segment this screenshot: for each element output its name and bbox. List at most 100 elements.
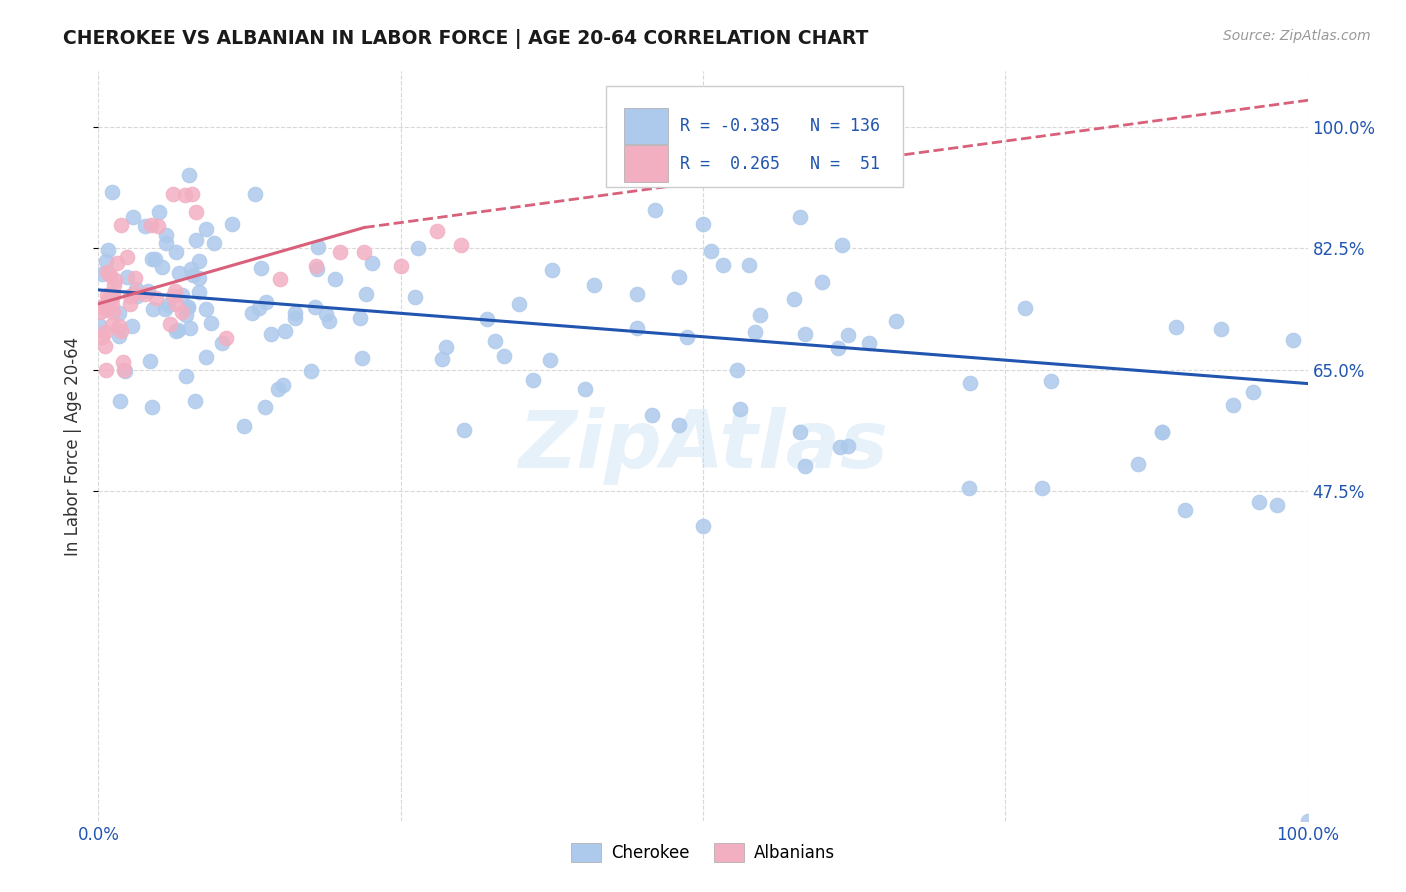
Point bbox=[540, 262, 562, 277]
Point bbox=[139, 219, 162, 233]
Point bbox=[492, 349, 515, 363]
Point bbox=[361, 256, 384, 270]
Point bbox=[114, 364, 136, 378]
FancyBboxPatch shape bbox=[606, 87, 903, 187]
Point bbox=[94, 302, 117, 317]
Point bbox=[141, 400, 163, 414]
Point bbox=[676, 330, 699, 344]
Point bbox=[134, 287, 156, 301]
Point bbox=[626, 287, 648, 301]
Point bbox=[165, 284, 187, 298]
Point bbox=[143, 252, 166, 266]
Point bbox=[329, 244, 352, 259]
Point bbox=[837, 328, 859, 343]
Point bbox=[97, 293, 120, 307]
Point bbox=[101, 318, 124, 332]
Point bbox=[112, 362, 135, 376]
Point bbox=[1209, 322, 1232, 336]
Point bbox=[484, 334, 506, 348]
Point bbox=[959, 376, 981, 390]
Point bbox=[87, 318, 110, 332]
Point bbox=[142, 302, 165, 317]
Point bbox=[101, 298, 124, 312]
Point bbox=[188, 271, 211, 285]
Point bbox=[194, 302, 217, 317]
FancyBboxPatch shape bbox=[624, 145, 668, 182]
Point bbox=[108, 328, 131, 343]
Point bbox=[148, 219, 170, 234]
Point bbox=[794, 327, 817, 342]
Point bbox=[91, 299, 114, 313]
Point bbox=[179, 320, 201, 334]
Point bbox=[121, 319, 143, 334]
Point bbox=[668, 418, 690, 433]
Point bbox=[176, 300, 198, 314]
Point bbox=[108, 306, 131, 320]
Point bbox=[90, 330, 112, 344]
Point bbox=[122, 210, 145, 224]
Point bbox=[744, 325, 766, 339]
Point bbox=[1039, 375, 1062, 389]
Point bbox=[748, 308, 770, 322]
Point bbox=[886, 314, 908, 328]
Point bbox=[174, 309, 197, 323]
Point bbox=[641, 409, 664, 423]
Point bbox=[94, 325, 117, 339]
Point bbox=[96, 254, 118, 268]
Point bbox=[200, 317, 222, 331]
Point bbox=[110, 324, 132, 338]
Point bbox=[170, 305, 193, 319]
Point bbox=[284, 305, 307, 319]
Point bbox=[1152, 425, 1174, 439]
Point bbox=[811, 275, 834, 289]
Point bbox=[389, 259, 412, 273]
Point bbox=[174, 368, 197, 383]
Point bbox=[148, 205, 170, 219]
Point bbox=[304, 301, 326, 315]
Point bbox=[118, 289, 141, 303]
FancyBboxPatch shape bbox=[624, 108, 668, 145]
Point bbox=[269, 272, 291, 286]
Point bbox=[858, 335, 880, 350]
Point bbox=[1281, 333, 1303, 347]
Point bbox=[184, 394, 207, 409]
Point bbox=[103, 273, 125, 287]
Point bbox=[97, 244, 120, 258]
Point bbox=[162, 187, 184, 202]
Point bbox=[124, 285, 146, 300]
Point bbox=[124, 270, 146, 285]
Point bbox=[89, 305, 111, 319]
Point bbox=[626, 321, 648, 335]
Text: R = -0.385   N = 136: R = -0.385 N = 136 bbox=[681, 117, 880, 135]
Point bbox=[305, 259, 328, 273]
Point bbox=[243, 186, 266, 201]
Point bbox=[1267, 498, 1289, 512]
Point bbox=[728, 401, 751, 416]
Point bbox=[145, 291, 167, 305]
Point bbox=[711, 258, 734, 272]
Point bbox=[271, 378, 294, 392]
Point bbox=[103, 277, 125, 292]
Point bbox=[108, 393, 131, 408]
Point bbox=[153, 301, 176, 316]
Point bbox=[118, 297, 141, 311]
Point bbox=[406, 241, 429, 255]
Point bbox=[783, 292, 806, 306]
Point bbox=[103, 305, 125, 319]
Text: Source: ZipAtlas.com: Source: ZipAtlas.com bbox=[1223, 29, 1371, 43]
Point bbox=[789, 210, 811, 224]
Point bbox=[94, 339, 117, 353]
Point bbox=[522, 373, 544, 387]
Point bbox=[1174, 503, 1197, 517]
Point bbox=[156, 298, 179, 312]
Point bbox=[96, 288, 118, 302]
Point bbox=[725, 363, 748, 377]
Point bbox=[211, 336, 233, 351]
Point bbox=[1296, 814, 1319, 828]
Point bbox=[254, 295, 277, 310]
Point bbox=[283, 311, 305, 326]
Point bbox=[450, 237, 472, 252]
Text: ZipAtlas: ZipAtlas bbox=[517, 407, 889, 485]
Point bbox=[583, 278, 606, 293]
Point bbox=[737, 258, 759, 272]
